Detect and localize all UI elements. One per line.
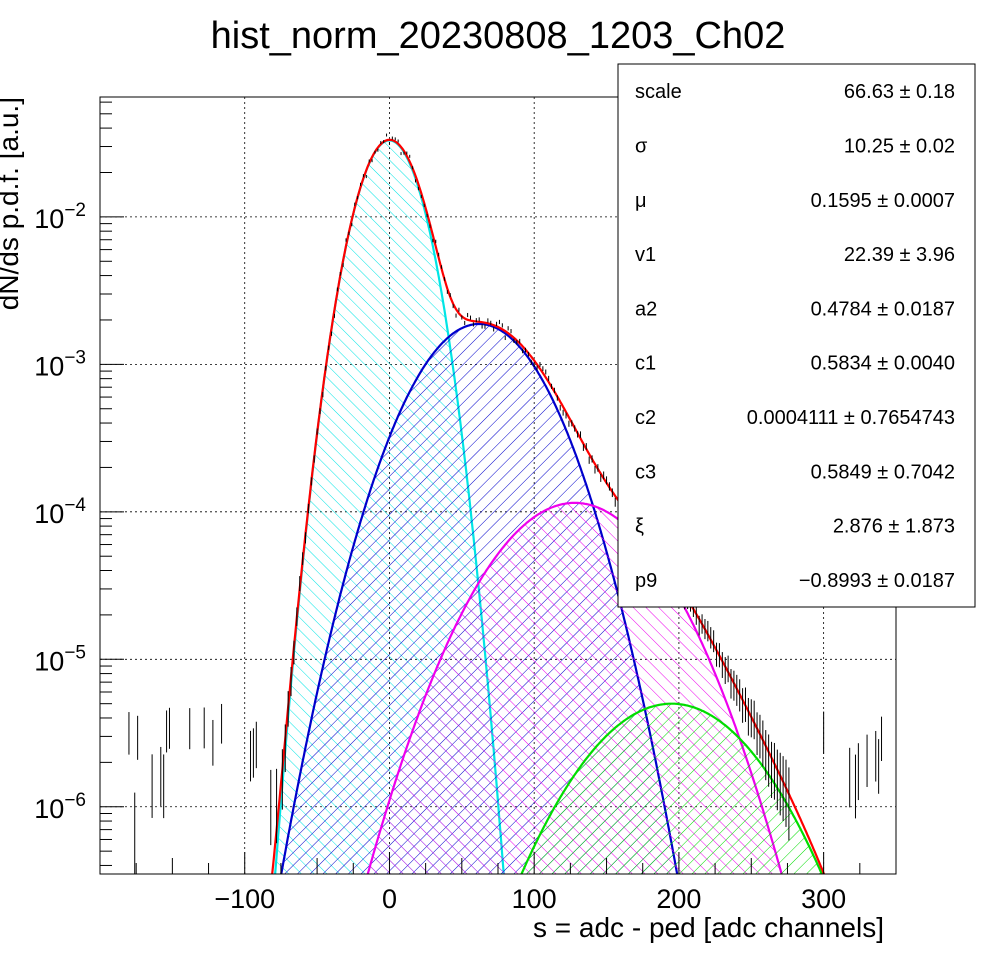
stat-label-2: μ [635, 190, 647, 212]
stat-value-0: 66.63 ± 0.18 [844, 81, 955, 103]
stat-value-2: 0.1595 ± 0.0007 [811, 190, 955, 212]
x-tick-label-3: 200 [656, 884, 701, 914]
stat-label-0: scale [635, 81, 682, 103]
series-group [271, 138, 826, 874]
axis-ticks: −100 0 100 200 300 10−2 10−3 10−4 10−5 10−6 [34, 101, 861, 914]
stat-value-7: 0.5849 ± 0.7042 [811, 461, 955, 483]
stat-value-4: 0.4784 ± 0.0187 [811, 298, 955, 320]
stat-value-9: −0.8993 ± 0.0187 [799, 570, 955, 592]
stat-label-4: a2 [635, 298, 657, 320]
stat-value-8: 2.876 ± 1.873 [833, 516, 955, 538]
stat-value-3: 22.39 ± 3.96 [844, 244, 955, 266]
x-axis-title: s = adc - ped [adc channels] [533, 912, 884, 943]
stat-label-8: ξ [635, 516, 644, 538]
stat-label-3: v1 [635, 244, 656, 266]
x-tick-label-4: 300 [801, 884, 846, 914]
x-tick-label-0: −100 [214, 884, 275, 914]
series-line-2 [366, 501, 783, 874]
y-tick-label-2: 10−4 [34, 495, 86, 529]
y-tick-label-1: 10−3 [34, 347, 86, 381]
stats-box-frame [617, 63, 976, 608]
x-tick-label-1: 0 [382, 884, 397, 914]
chart-title: hist_norm_20230808_1203_Ch02 [211, 15, 786, 57]
stat-label-9: p9 [635, 570, 657, 592]
y-tick-label-0: 10−2 [34, 200, 86, 234]
stat-value-5: 0.5834 ± 0.0040 [811, 353, 955, 375]
y-tick-label-3: 10−5 [34, 642, 86, 676]
y-axis-title: dN/ds p.d.f. [a.u.] [0, 97, 24, 310]
stat-value-6: 0.0004111 ± 0.7654743 [747, 407, 955, 429]
x-tick-label-2: 100 [512, 884, 557, 914]
stat-label-6: c2 [635, 407, 656, 429]
y-tick-label-4: 10−6 [34, 790, 86, 824]
stat-label-1: σ [635, 135, 648, 157]
stat-label-7: c3 [635, 461, 656, 483]
fit-stats-box: scale 66.63 ± 0.18 σ 10.25 ± 0.02 μ 0.1595 ± … [617, 63, 976, 608]
stat-value-1: 10.25 ± 0.02 [844, 135, 955, 157]
stat-label-5: c1 [635, 353, 656, 375]
